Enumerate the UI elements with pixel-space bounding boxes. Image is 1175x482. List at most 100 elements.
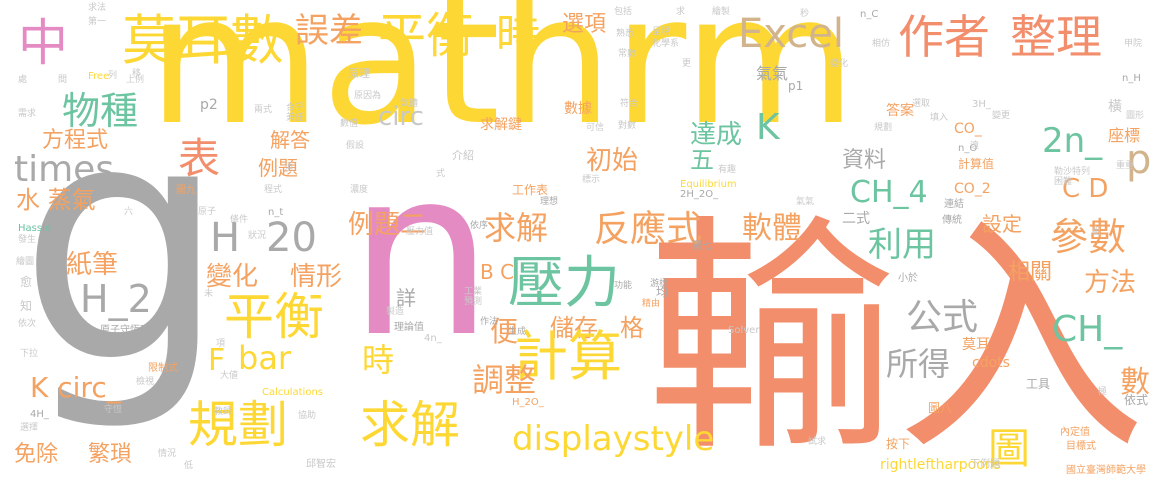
word-tiny-66: 秒 — [800, 9, 810, 19]
word-tiny-72: 六 — [124, 207, 134, 217]
word-tiny-31: 包括 — [614, 7, 633, 17]
word-software: 軟體 — [742, 211, 802, 246]
word-tiny-47: 可信 — [586, 123, 605, 133]
word-tiny-68: 更 — [682, 59, 692, 69]
word-tiny-2: 上例 — [126, 75, 145, 85]
word-tedious: 繁瑣 — [88, 442, 133, 467]
word-nt: n_t — [268, 207, 284, 218]
word-data: 資料 — [842, 148, 887, 173]
word-3H: 3H_ — [972, 99, 991, 110]
word-author: 作者 — [898, 10, 990, 64]
word-gas: 氣氣 — [756, 64, 789, 83]
word-tiny-52: 大値 — [220, 371, 239, 381]
word-tiny-56: 低 — [184, 461, 194, 471]
word-n: n — [348, 121, 494, 388]
word-water-vapor: 水 蒸氣 — [16, 186, 96, 214]
word-answer: 解答 — [270, 128, 310, 152]
word-equation: 方程式 — [42, 128, 109, 153]
word-solve-mid: 求解 — [484, 209, 549, 247]
word-table: 表 — [178, 134, 221, 183]
word-by-equation: 依式 — [1124, 393, 1149, 407]
word-procedure: 作法 — [480, 317, 499, 327]
word-tiny-12: 狀況 — [248, 231, 267, 241]
word-avoid: 免除 — [14, 442, 59, 467]
word-F: F — [208, 343, 226, 378]
word-2H2O: 2H_2O_ — [680, 189, 719, 200]
word-equilibrium-mid: 平衡 — [224, 288, 324, 346]
word-equal: 均 — [656, 285, 669, 299]
word-calculate: 計算 — [514, 325, 622, 388]
word-g: g — [18, 51, 228, 435]
word-equilibrium-en: Equilibrium — [680, 179, 737, 190]
word-figure-8: 圖八 — [928, 401, 953, 415]
word-middle: 中 — [18, 14, 68, 72]
word-tiny-18: 協助 — [298, 411, 317, 421]
word-tiny-36: 變更 — [992, 111, 1011, 121]
word-tiny-43: 填入 — [930, 113, 949, 123]
word-related: 相關 — [1008, 260, 1053, 285]
word-tiny-57: 知 — [20, 299, 33, 313]
word-tiny-64: 兩式 — [254, 105, 273, 115]
word-tiny-61: 列 — [108, 71, 118, 81]
word-tiny-26: 繪圖 — [16, 257, 35, 267]
word-example: 例題 — [258, 156, 298, 180]
word-tiny-5: 兼任 — [286, 113, 305, 123]
word-tiny-11: 條件 — [230, 215, 249, 225]
word-formula: 公式 — [906, 297, 979, 338]
word-co: CO_ — [954, 121, 982, 137]
word-tiny-25: 發生 — [18, 235, 37, 245]
word-tiny-58: 愈 — [20, 275, 33, 289]
word-tiny-33: 相仿 — [872, 39, 891, 49]
word-K-top: K — [756, 107, 780, 148]
word-tiny-39: 重重 — [1116, 161, 1135, 171]
word-equilibrium-top: 平衡 — [378, 8, 475, 64]
word-cell: 格 — [620, 314, 644, 342]
word-initial: 初始 — [586, 146, 639, 176]
word-co2: CO_2 — [954, 181, 991, 197]
word-via: 精由 — [642, 299, 661, 309]
word-4H: 4H_ — [30, 409, 49, 420]
word-generate: 生成 — [508, 327, 527, 337]
word-figure-7: 圖七 — [692, 241, 712, 252]
word-tiny-74: 須 — [284, 163, 294, 173]
word-cdots: cdots — [972, 355, 1010, 371]
word-species: 物種 — [62, 89, 139, 133]
word-4n: 4n_ — [424, 333, 442, 344]
word-tiny-50: 符合 — [620, 99, 639, 109]
word-tiny-23: 下拉 — [20, 349, 39, 359]
word-tiny-29: 化學系 — [652, 39, 680, 49]
word-tiny-7: 數值 — [340, 119, 359, 129]
word-tiny-19: 檢視 — [136, 377, 155, 387]
word-tiny-65: 氣體 — [400, 99, 419, 109]
word-tiny-40: 甲院 — [1124, 39, 1143, 49]
word-tiny-10: 原子 — [198, 207, 217, 217]
word-tiny-44: 有趣 — [718, 165, 737, 175]
word-tiny-15: 預測 — [464, 297, 483, 307]
word-circ: circ — [378, 102, 424, 132]
word-p2: p2 — [200, 97, 218, 113]
word-figure: 圖 — [988, 424, 1031, 473]
word-K-circ: K circ_ — [30, 371, 121, 404]
word-H2O: H_2O_ — [512, 397, 544, 408]
word-time-mid: 時 — [362, 341, 395, 379]
word-mathrm: mathrm — [148, 0, 857, 164]
word-tiny-16: 工業 — [464, 287, 483, 297]
word-tiny-41: 圖形 — [1126, 111, 1145, 121]
word-less-than: 小於 — [898, 273, 918, 284]
word-tiny-38: 困難 — [1054, 177, 1073, 187]
word-tiny-37: 勒沙特列 — [1054, 167, 1091, 177]
word-times: times — [14, 149, 115, 190]
word-traditional: 傳統 — [942, 215, 962, 226]
word-tiny-35: 規劃 — [874, 123, 893, 133]
word-solve-big: 求解 — [360, 396, 460, 454]
word-tiny-48: 對數 — [618, 121, 637, 131]
word-tiny-71: 處 — [18, 75, 28, 85]
word-default-value: 內定值 — [1060, 427, 1090, 438]
word-paper-pen: 紙筆 — [66, 250, 119, 280]
word-five: 五 — [690, 146, 714, 174]
word-ntnu: 國立臺灣師範大學 — [1066, 465, 1146, 476]
word-convenient: 便 — [490, 315, 519, 348]
word-H: H — [210, 215, 241, 261]
word-H2: H_2 — [80, 277, 152, 321]
